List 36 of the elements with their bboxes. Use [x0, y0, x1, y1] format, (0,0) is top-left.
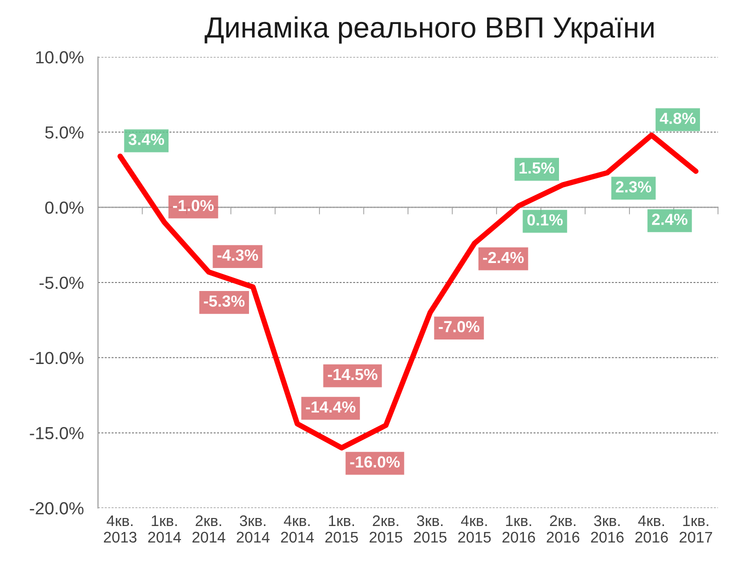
y-tick-label: -15.0%	[30, 427, 84, 440]
x-tick-label: 1кв. 2015	[325, 516, 358, 543]
x-tick-label: 2кв. 2015	[370, 515, 402, 543]
x-tick-label: 4кв. 2013	[104, 516, 136, 543]
y-tick-label: 10.0%	[36, 51, 84, 64]
data-label: -14.5%	[328, 368, 378, 380]
chart-title: Динаміка реального ВВП України	[204, 16, 654, 44]
x-tick-label: 2кв. 2014	[192, 515, 226, 543]
y-tick-label: -5.0%	[40, 276, 84, 289]
data-label: -4.3%	[217, 250, 258, 261]
y-tick-label: -20.0%	[30, 502, 84, 514]
data-label: 4.8%	[660, 112, 696, 124]
data-label: -1.0%	[173, 200, 214, 212]
y-tick-label: 5.0%	[45, 126, 84, 139]
x-tick-label: 4кв. 2014	[281, 516, 314, 543]
x-tick-label: 2кв. 2016	[546, 515, 580, 543]
data-label: 2.3%	[616, 181, 652, 193]
data-label: -16.0%	[350, 456, 400, 468]
data-label: 2.4%	[652, 214, 688, 225]
data-label: -7.0%	[438, 320, 480, 332]
data-label: -5.3%	[204, 295, 245, 307]
x-tick-label: 3кв. 2016	[591, 515, 624, 543]
y-tick-label: -10.0%	[30, 352, 84, 364]
x-tick-label: 3кв. 2015	[414, 515, 446, 543]
x-tick-label: 1кв. 2014	[148, 516, 181, 543]
x-tick-label: 4кв. 2015	[458, 516, 491, 543]
x-tick-label: 3кв. 2014	[236, 515, 270, 543]
data-label: 1.5%	[520, 162, 555, 174]
x-tick-label: 4кв. 2016	[635, 516, 668, 543]
x-tick-label: 1кв. 2016	[502, 516, 536, 543]
y-tick-label: 0.0%	[45, 202, 84, 214]
x-tick-label: 1кв. 2017	[680, 516, 712, 543]
data-label: 0.1%	[527, 214, 563, 226]
data-label: -2.4%	[483, 252, 524, 264]
data-label: 3.4%	[128, 134, 164, 146]
data-label: -14.4%	[306, 401, 356, 413]
